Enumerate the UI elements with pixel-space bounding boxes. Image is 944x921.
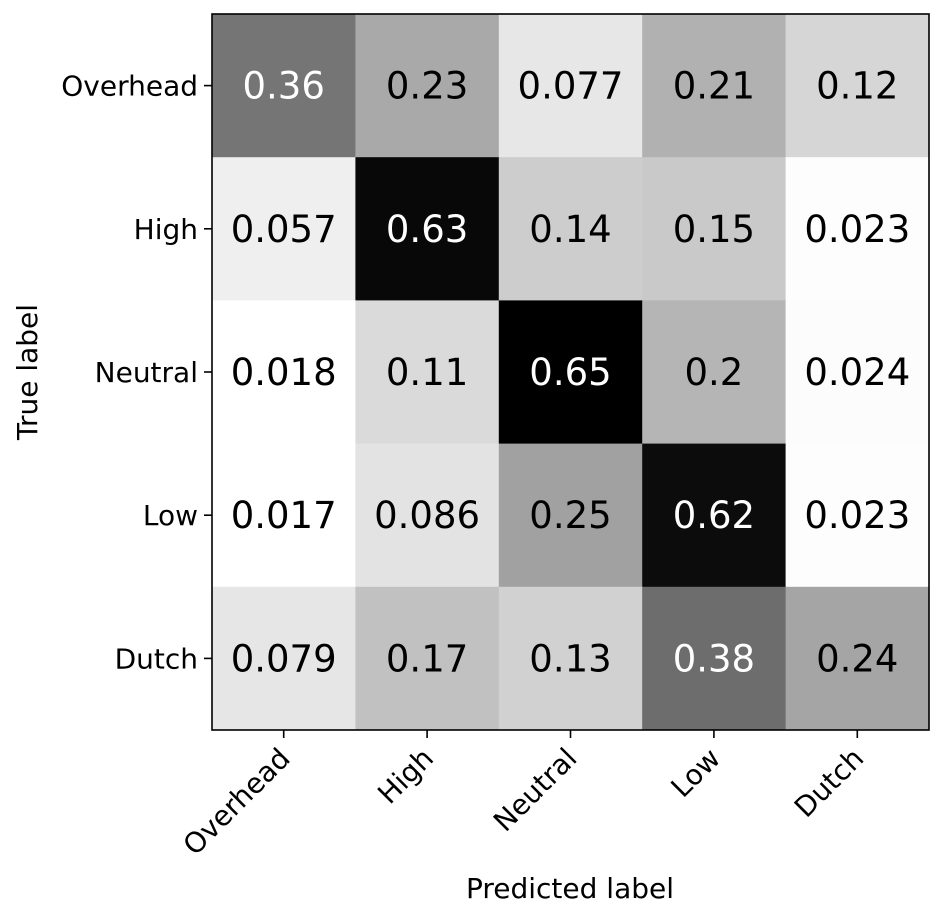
cell-value-label: 0.2 (684, 351, 743, 394)
heatmap-cell (785, 157, 930, 301)
heatmap-cell (498, 443, 643, 588)
heatmap-cell (355, 586, 500, 731)
cell-value-label: 0.023 (804, 494, 910, 537)
cell-value-label: 0.12 (816, 65, 898, 108)
cell-value-label: 0.25 (529, 494, 611, 537)
y-tick-label: Neutral (95, 356, 198, 389)
cell-value-label: 0.023 (804, 208, 910, 251)
heatmap-cell (642, 443, 787, 588)
cell-value-label: 0.13 (529, 637, 611, 680)
cell-value-label: 0.62 (673, 494, 755, 537)
heatmap-cell (498, 586, 643, 731)
heatmap-cell (355, 300, 500, 445)
heatmap-cell (642, 157, 787, 301)
cell-value-label: 0.21 (673, 65, 755, 108)
x-tick-label: High (371, 742, 440, 811)
heatmap-cell (642, 14, 787, 158)
heatmap-cell (212, 586, 356, 731)
x-tick-label: Neutral (487, 742, 583, 838)
cell-value-label: 0.24 (816, 637, 898, 680)
cell-value-label: 0.17 (386, 637, 468, 680)
heatmap-cell (212, 14, 356, 158)
heatmap-cell (642, 586, 787, 731)
heatmap-cells (212, 14, 930, 731)
x-axis-label: Predicted label (466, 872, 674, 905)
y-axis-label: True label (11, 304, 44, 441)
y-tick-label: High (134, 213, 198, 246)
heatmap-cell (212, 300, 356, 445)
cell-value-label: 0.63 (386, 208, 468, 251)
heatmap-cell (498, 14, 643, 158)
cell-value-label: 0.077 (518, 65, 624, 108)
cell-value-label: 0.65 (529, 351, 611, 394)
cell-value-label: 0.23 (386, 65, 468, 108)
heatmap-cell (785, 443, 930, 588)
cell-value-label: 0.14 (529, 208, 611, 251)
cell-value-label: 0.057 (231, 208, 337, 251)
heatmap-cell-labels: 0.36 0.23 0.077 0.21 0.12 0.057 0.63 0.14 0.15 0.… (231, 65, 911, 681)
y-axis-ticks: Overhead High Neutral Low Dutch (61, 70, 212, 675)
heatmap-cell (498, 157, 643, 301)
heatmap-cell (785, 300, 930, 445)
cell-value-label: 0.38 (673, 637, 755, 680)
x-axis-ticks: Overhead High Neutral Low Dutch (177, 730, 870, 862)
x-tick-label: Overhead (177, 742, 297, 862)
cell-value-label: 0.11 (386, 351, 468, 394)
cell-value-label: 0.024 (804, 351, 910, 394)
cell-value-label: 0.017 (231, 494, 337, 537)
cell-value-label: 0.15 (673, 208, 755, 251)
heatmap-cell (355, 14, 500, 158)
heatmap-cell (642, 300, 787, 445)
heatmap-cell (498, 300, 643, 445)
heatmap-cell (785, 586, 930, 731)
heatmap-cell (212, 443, 356, 588)
heatmap-cell (355, 443, 500, 588)
heatmap-cell (785, 14, 930, 158)
heatmap-cell (355, 157, 500, 301)
y-tick-label: Low (143, 499, 198, 532)
cell-value-label: 0.018 (231, 351, 337, 394)
y-tick-label: Dutch (115, 642, 198, 675)
cell-value-label: 0.086 (374, 494, 480, 537)
x-tick-label: Low (665, 742, 727, 804)
cell-value-label: 0.36 (243, 65, 325, 108)
heatmap-cell (212, 157, 356, 301)
y-tick-label: Overhead (61, 70, 198, 103)
cell-value-label: 0.079 (231, 637, 337, 680)
x-tick-label: Dutch (788, 742, 870, 824)
